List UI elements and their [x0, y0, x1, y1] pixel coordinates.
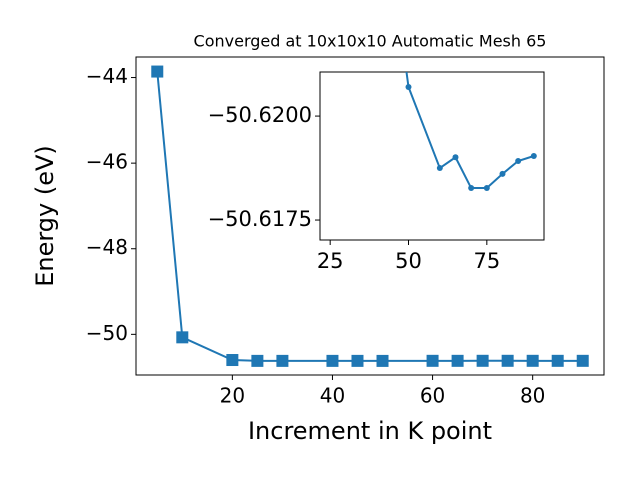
marker: [351, 354, 364, 367]
marker: [483, 185, 490, 192]
y-tick-label: −50.6200: [208, 103, 312, 127]
y-axis-label: Energy (eV): [31, 145, 59, 287]
y-tick-label: −48: [86, 235, 128, 259]
marker: [436, 165, 443, 172]
marker: [376, 354, 389, 367]
x-tick-label: 20: [220, 384, 245, 408]
marker: [468, 185, 475, 192]
marker: [530, 153, 537, 159]
marker: [326, 354, 339, 367]
x-tick-label: 50: [395, 249, 422, 273]
marker: [551, 354, 564, 367]
marker: [426, 354, 439, 367]
y-tick-label: −50: [86, 321, 128, 345]
y-tick-label: −44: [86, 64, 128, 88]
marker: [452, 154, 459, 161]
marker: [526, 354, 539, 367]
plot-area: [319, 71, 545, 241]
marker: [276, 354, 289, 367]
plot-group: [151, 65, 589, 367]
marker: [251, 354, 264, 367]
x-tick-label: 40: [320, 384, 345, 408]
marker: [405, 83, 412, 90]
x-tick-label: 60: [420, 384, 445, 408]
marker: [226, 354, 239, 367]
marker: [499, 170, 506, 177]
y-tick-label: −50.6175: [208, 207, 312, 231]
marker: [151, 65, 164, 78]
x-axis-label: Increment in K point: [248, 417, 492, 445]
marker: [451, 354, 464, 367]
x-tick-label: 80: [520, 384, 545, 408]
marker: [515, 157, 522, 164]
x-tick-label: 75: [473, 249, 500, 273]
x-tick-label: 25: [317, 249, 344, 273]
marker: [576, 354, 589, 367]
marker: [476, 354, 489, 367]
chart-title: Converged at 10x10x10 Automatic Mesh 65: [194, 32, 547, 51]
y-tick-label: −46: [86, 150, 128, 174]
marker: [176, 331, 189, 344]
plot-group: [405, 72, 537, 192]
marker: [501, 354, 514, 367]
